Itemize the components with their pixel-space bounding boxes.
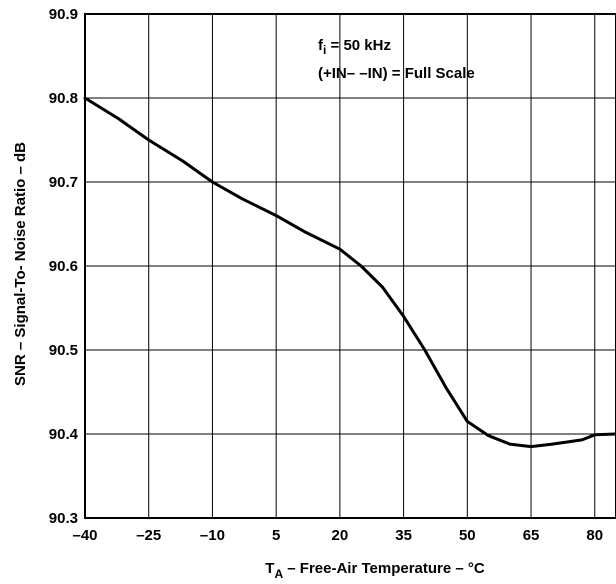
- y-tick-label: 90.3: [49, 510, 78, 527]
- y-tick-label: 90.7: [49, 174, 78, 191]
- x-tick-label: 5: [272, 527, 280, 544]
- x-tick-label: 35: [395, 527, 412, 544]
- plot-frame: [84, 13, 616, 519]
- x-tick-label: 65: [523, 527, 540, 544]
- y-tick-label: 90.6: [49, 258, 78, 275]
- y-axis-label: SNR – Signal-To- Noise Ratio – dB: [12, 142, 29, 386]
- y-tick-label: 90.4: [49, 426, 79, 443]
- y-tick-labels: 90.3 90.4 90.5 90.6 90.7 90.8 90.9: [49, 6, 79, 527]
- y-tick-label: 90.5: [49, 342, 78, 359]
- x-axis-label: TA – Free-Air Temperature – °C: [265, 560, 485, 581]
- x-tick-label: 50: [459, 527, 476, 544]
- x-tick-label: 20: [332, 527, 349, 544]
- x-tick-label: –25: [136, 527, 161, 544]
- series-line-snr: [83, 96, 616, 449]
- y-tick-label: 90.8: [49, 90, 78, 107]
- annotation-input-scale: (+IN– –IN) = Full Scale: [318, 65, 475, 82]
- x-tick-label: –10: [200, 527, 225, 544]
- x-tick-label: 80: [586, 527, 603, 544]
- y-tick-label: 90.9: [49, 6, 78, 23]
- x-tick-label: –40: [72, 527, 97, 544]
- grid-lines: [84, 13, 616, 519]
- x-tick-labels: –40 –25 –10 5 20 35 50 65 80: [72, 527, 603, 544]
- annotation-frequency: fi = 50 kHz: [318, 37, 391, 57]
